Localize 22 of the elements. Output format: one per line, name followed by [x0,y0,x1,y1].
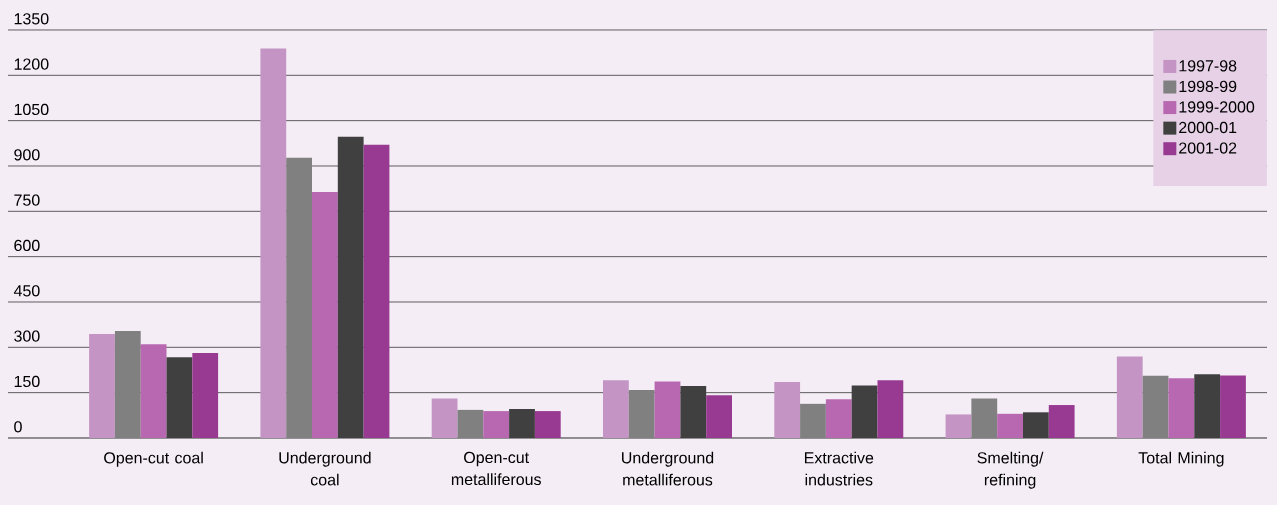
legend-label: 2000-01 [1179,121,1237,134]
y-tick-label: 1200 [14,58,49,70]
y-tick-label: 750 [14,194,40,206]
legend-label: 1997-98 [1179,60,1237,72]
x-tick-label: Underground metalliferous [622,451,714,486]
x-tick-label: Extractive industries [804,451,874,486]
y-tick-label: 0 [14,421,22,433]
legend-label: 1998-99 [1179,80,1237,93]
x-tick-label: Smelting/ refining [977,451,1044,489]
y-tick-label: 1050 [14,103,49,116]
legend-label: 1999-2000 [1179,101,1255,113]
y-tick-label: 900 [14,149,40,161]
x-tick-label: Open-cut coal [104,451,203,467]
legend-label: 2001-02 [1179,142,1237,154]
y-tick-label: 450 [13,285,40,297]
x-tick-label: Total Mining [1138,451,1224,467]
y-tick-label: 600 [14,239,40,252]
x-tick-label: Open-cut metalliferous [451,451,541,486]
x-tick-label: Underground coal [279,451,371,486]
y-tick-label: 300 [14,330,40,342]
y-tick-label: 1350 [14,13,49,25]
y-tick-label: 150 [14,375,40,388]
